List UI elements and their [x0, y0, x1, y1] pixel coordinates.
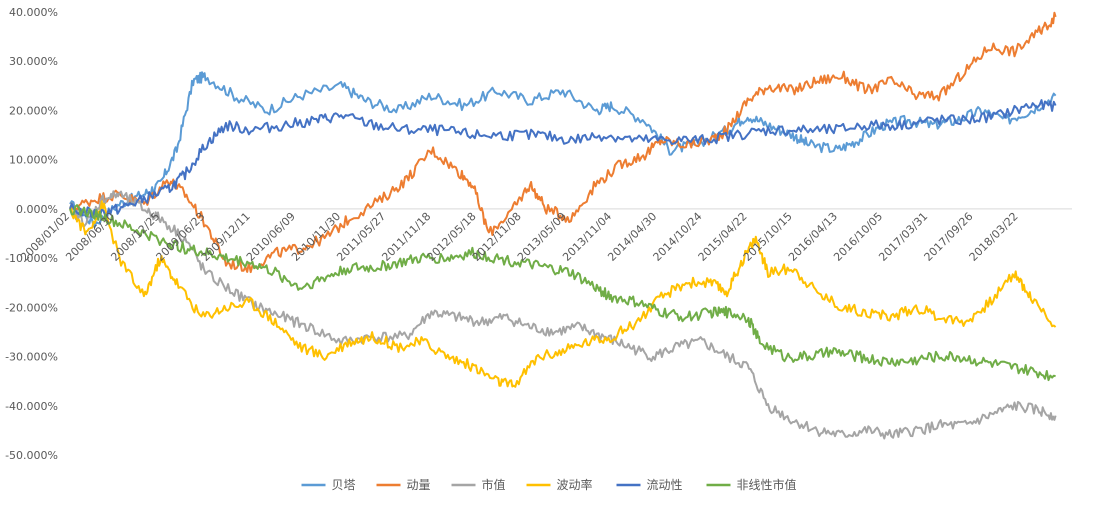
legend-label: 市值 — [482, 477, 506, 492]
y-tick-label: 10.000% — [9, 154, 58, 167]
y-tick-label: 20.000% — [9, 104, 58, 117]
y-tick-label: -40.000% — [5, 400, 58, 413]
y-tick-label: 0.000% — [16, 203, 58, 216]
y-tick-label: 30.000% — [9, 55, 58, 68]
legend-label: 动量 — [407, 478, 431, 492]
series-lines — [69, 11, 1057, 440]
y-tick-label: -10.000% — [5, 252, 58, 265]
y-tick-label: -20.000% — [5, 301, 58, 314]
legend: 贝塔 动量 市值 波动率 流动性 非线性市值 — [301, 477, 797, 492]
series-line-5 — [69, 99, 1057, 218]
y-tick-label: -50.000% — [5, 449, 58, 462]
series-line-3 — [69, 190, 1057, 440]
y-tick-label: -30.000% — [5, 351, 58, 364]
series-line-6 — [69, 204, 1056, 382]
legend-label: 非线性市值 — [737, 477, 797, 492]
series-line-1 — [69, 71, 1057, 229]
legend-label: 流动性 — [647, 478, 683, 492]
series-line-2 — [69, 11, 1057, 274]
x-axis-ticks: 2008/01/022008/06/302008/12/252009/06/23… — [18, 210, 1021, 264]
y-tick-label: 40.000% — [9, 6, 58, 19]
x-tick-label: 2018/03/22 — [967, 210, 1021, 264]
series-line-4 — [69, 200, 1057, 388]
legend-label: 波动率 — [557, 477, 593, 492]
y-axis-ticks: 40.000% 30.000% 20.000% 10.000% 0.000% -10.00… — [5, 6, 58, 462]
legend-label: 贝塔 — [332, 478, 356, 492]
